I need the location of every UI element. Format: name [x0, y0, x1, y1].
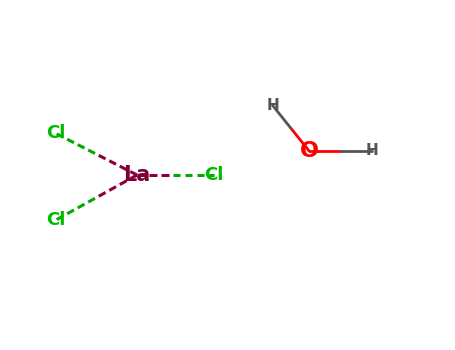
Text: Cl: Cl	[204, 166, 223, 184]
Text: La: La	[123, 165, 151, 185]
Text: H: H	[366, 143, 379, 158]
Text: H: H	[266, 98, 279, 113]
Text: Cl: Cl	[46, 211, 66, 229]
Text: Cl: Cl	[46, 124, 66, 142]
Text: O: O	[299, 141, 318, 161]
